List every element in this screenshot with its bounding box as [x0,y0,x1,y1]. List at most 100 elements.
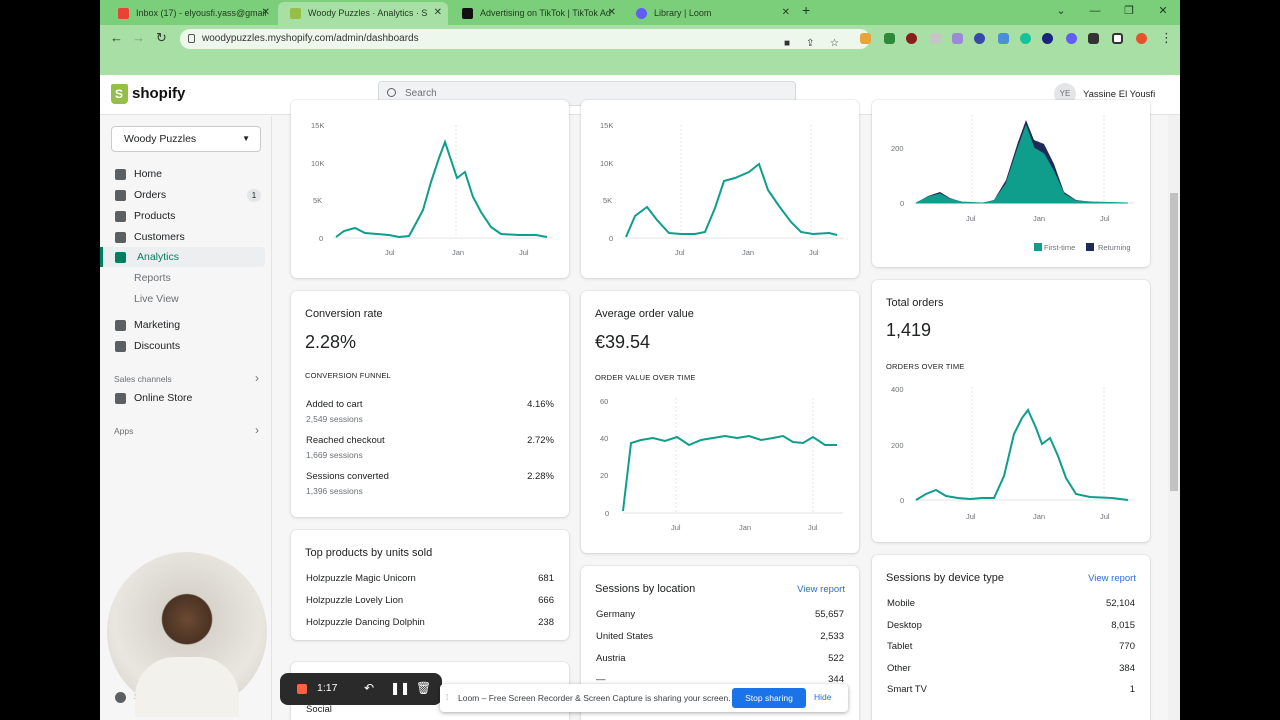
home-icon [115,169,126,180]
browser-tab-shopify[interactable]: Woody Puzzles · Analytics · S ✕ [278,2,448,25]
share-icon[interactable]: ⇪ [806,38,815,49]
discount-icon [115,341,126,352]
user-name[interactable]: Yassine El Yousfi [1083,89,1156,100]
bookmark-star-icon[interactable]: ☆ [830,38,839,49]
sidebar-panel-icon[interactable] [1112,33,1123,44]
sidebar-item-home[interactable]: Home [100,164,265,184]
sidebar-item-customers[interactable]: Customers [100,227,265,247]
sidebar-item-analytics[interactable]: Analytics [100,247,265,267]
card-title[interactable]: Average order value [595,308,694,320]
extension-icon[interactable] [930,33,941,44]
avatar[interactable]: YE [1054,83,1076,105]
location-row: Austria 522 [596,653,844,664]
y-tick: 0 [605,509,609,518]
extension-icon[interactable] [998,33,1009,44]
apps-header[interactable]: Apps › [114,423,259,437]
restart-icon[interactable]: ↶ [364,681,375,695]
reload-button[interactable]: ↻ [156,30,167,45]
scrollbar-thumb[interactable] [1170,193,1178,491]
sidebar-item-marketing[interactable]: Marketing [100,315,265,335]
extensions-puzzle-icon[interactable] [1088,33,1099,44]
total-orders-value: 1,419 [886,320,932,340]
loom-extension-icon[interactable] [1066,33,1077,44]
extension-icon[interactable] [860,33,871,44]
card-title[interactable]: Sessions by device type [886,572,1005,584]
extension-icon[interactable] [974,33,985,44]
card-title[interactable]: Top products by units sold [305,547,433,559]
product-row[interactable]: Holzpuzzle Lovely Lion 666 [306,595,554,606]
extension-icon[interactable] [1042,33,1053,44]
hide-button[interactable]: Hide [814,692,832,702]
extension-icon[interactable] [906,33,917,44]
close-window-button[interactable]: ✕ [1158,5,1168,17]
conversion-rate-value: 2.28% [305,332,357,352]
location-row: United States 2,533 [596,631,844,642]
extension-icon[interactable] [952,33,963,44]
browser-tab-tiktok[interactable]: Advertising on TikTok | TikTok Ad ✕ [450,2,622,25]
product-row[interactable]: Holzpuzzle Magic Unicorn 681 [306,573,554,584]
sidebar-item-reports[interactable]: Reports [134,272,171,284]
browser-toolbar: ← → ↻ woodypuzzles.myshopify.com/admin/d… [100,25,1180,75]
y-tick: 400 [891,385,904,394]
partial-row: Social [306,704,332,715]
browser-menu-icon[interactable]: ⋮ [1160,30,1173,45]
sidebar-item-orders[interactable]: Orders 1 [100,185,265,205]
tab-search-chevron-icon[interactable]: ⌄ [1056,5,1066,17]
webcam-bubble[interactable] [107,552,267,717]
minimize-button[interactable]: — [1089,5,1101,17]
sidebar-item-online-store[interactable]: Online Store [100,388,265,408]
marketing-icon [115,320,126,331]
close-tab-icon[interactable]: ✕ [607,7,616,18]
store-selector[interactable]: Woody Puzzles ▼ [111,126,261,152]
page-scrollbar[interactable] [1168,115,1180,720]
x-tick: Jan [452,248,464,257]
browser-tab-gmail[interactable]: Inbox (17) - elyousfi.yass@gmail ✕ [106,2,276,25]
orders-chart: 400 200 0 Jul Jan Jul [891,385,1134,521]
shopify-logo[interactable]: shopify [132,85,186,102]
address-bar[interactable]: woodypuzzles.myshopify.com/admin/dashboa… [180,29,870,49]
device-row: Desktop 8,015 [887,620,1135,631]
forward-button[interactable]: → [132,30,145,45]
drag-handle-icon[interactable]: ⁞ [446,692,449,702]
card-title[interactable]: Sessions by location [595,583,696,595]
close-tab-icon[interactable]: ✕ [781,7,790,18]
x-tick: Jul [966,512,976,521]
y-tick: 60 [600,397,608,406]
y-tick: 20 [600,471,608,480]
new-tab-button[interactable]: + [802,2,811,18]
stop-sharing-button[interactable]: Stop sharing [732,688,806,708]
view-report-link[interactable]: View report [797,584,845,595]
aov-value: €39.54 [595,332,651,352]
profile-icon[interactable] [1136,33,1147,44]
camera-icon[interactable]: ■ [784,38,791,49]
back-button[interactable]: ← [110,30,123,45]
x-tick: Jul [809,248,819,257]
extension-icon[interactable] [884,33,895,44]
browser-tab-loom[interactable]: Library | Loom ✕ [624,2,796,25]
recording-controls: 1:17 ↶ ❚❚ 🗑 [280,673,442,705]
customer-icon [115,232,126,243]
card-title[interactable]: Total orders [886,297,944,309]
sidebar-item-products[interactable]: Products [100,206,265,226]
device-row: Other 384 [887,663,1135,674]
y-tick: 200 [891,441,904,450]
gmail-icon [118,8,129,19]
maximize-button[interactable]: ❐ [1124,5,1134,17]
pause-icon[interactable]: ❚❚ [390,681,411,695]
close-tab-icon[interactable]: ✕ [433,7,442,18]
sidebar-item-live-view[interactable]: Live View [134,293,179,305]
product-row[interactable]: Holzpuzzle Dancing Dolphin 238 [306,617,554,628]
sales-channels-header[interactable]: Sales channels › [114,371,259,385]
view-report-link[interactable]: View report [1088,573,1136,584]
close-tab-icon[interactable]: ✕ [261,7,270,18]
stop-recording-button[interactable] [297,684,307,694]
sales-chart-card: 15K 10K 5K 0 Jul Jan Jul [581,100,859,278]
card-title[interactable]: Conversion rate [305,308,383,320]
delete-icon[interactable]: 🗑 [416,681,432,695]
grammarly-icon[interactable] [1020,33,1031,44]
y-tick: 10K [311,159,324,168]
x-tick: Jan [742,248,754,257]
sidebar-item-discounts[interactable]: Discounts [100,336,265,356]
tag-icon [115,211,126,222]
chevron-right-icon: › [255,423,259,437]
